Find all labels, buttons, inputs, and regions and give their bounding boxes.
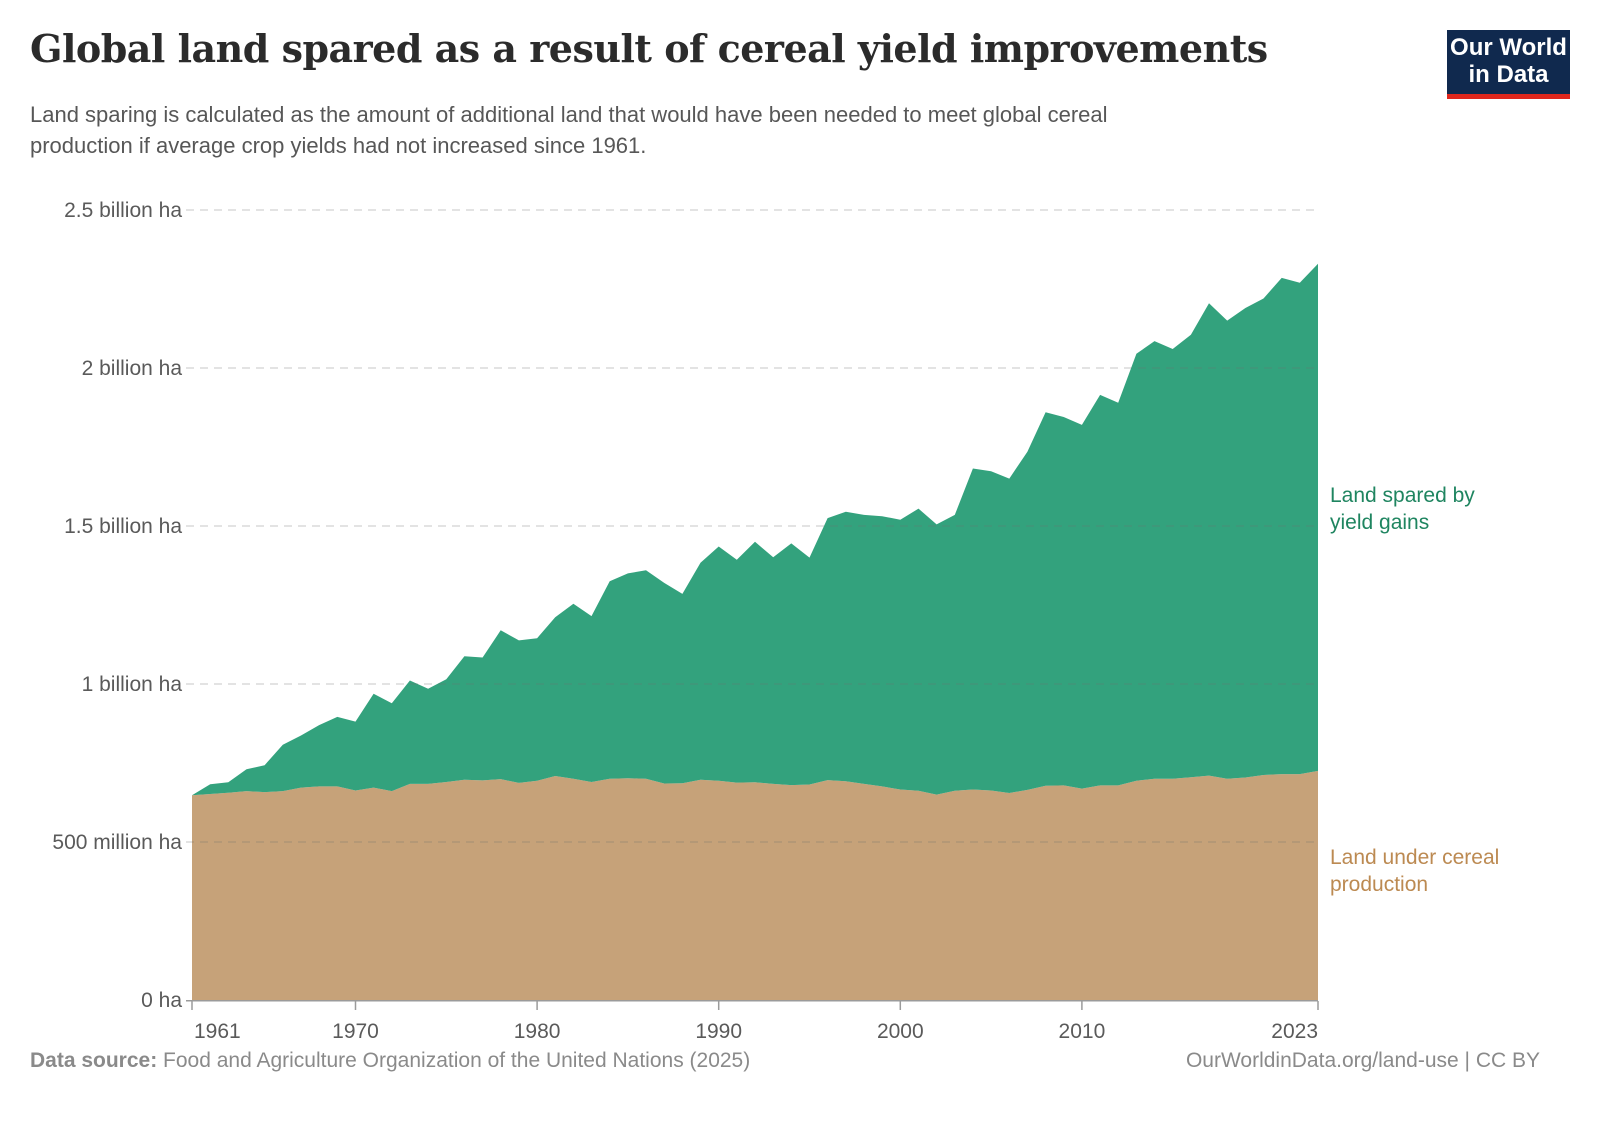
data-source-note: Data source: Food and Agriculture Organi… bbox=[30, 1049, 750, 1073]
y-tick-label-1: 1 billion ha bbox=[82, 673, 183, 696]
data-source-text: Food and Agriculture Organization of the… bbox=[157, 1049, 751, 1072]
y-tick-label-1.5: 1.5 billion ha bbox=[64, 515, 182, 538]
x-tick-label-1990: 1990 bbox=[695, 1020, 742, 1043]
owid-url-license-link[interactable]: OurWorldinData.org/land-use | CC BY bbox=[1185, 1049, 1540, 1072]
x-tick-label-1970: 1970 bbox=[332, 1020, 379, 1043]
series-label-land-under-cereal: Land under cereal production bbox=[1330, 844, 1499, 898]
y-tick-label-0: 0 ha bbox=[141, 989, 182, 1012]
series-label-land-under-cereal-line1: Land under cereal bbox=[1330, 846, 1500, 869]
owid-logo-line1: Our World bbox=[1450, 34, 1567, 61]
chart-footer: Data source: Food and Agriculture Organi… bbox=[30, 1049, 1540, 1073]
data-source-label: Data source: bbox=[30, 1049, 158, 1072]
series-label-land-under-cereal-line2: production bbox=[1330, 873, 1429, 896]
series-label-land-spared-line2: yield gains bbox=[1330, 511, 1430, 534]
area-land-spared-by-yield-gains[interactable] bbox=[192, 263, 1318, 796]
chart-canvas: 1961 1970 1980 1990 2000 2010 2023 0 ha 500 mill… bbox=[52, 199, 1319, 1043]
x-tick-label-2010: 2010 bbox=[1059, 1020, 1106, 1043]
page-title: Global land spared as a result of cereal… bbox=[30, 26, 1268, 71]
y-tick-label-0.5: 500 million ha bbox=[52, 831, 182, 854]
chart-subtitle-line2: production if average crop yields had no… bbox=[30, 133, 647, 158]
series-label-land-spared-line1: Land spared by bbox=[1330, 484, 1475, 507]
y-tick-label-2: 2 billion ha bbox=[82, 357, 183, 380]
owid-logo[interactable]: Our World in Data bbox=[1447, 30, 1570, 99]
series-label-land-spared: Land spared by yield gains bbox=[1330, 482, 1475, 536]
x-tick-label-2000: 2000 bbox=[877, 1020, 924, 1043]
owid-logo-line2: in Data bbox=[1468, 61, 1549, 88]
chart-subtitle-line1: Land sparing is calculated as the amount… bbox=[30, 102, 1108, 127]
x-tick-label-1980: 1980 bbox=[514, 1020, 561, 1043]
x-tick-label-2023: 2023 bbox=[1271, 1020, 1318, 1043]
stacked-area-chart: 1961 1970 1980 1990 2000 2010 2023 0 ha 500 mill… bbox=[52, 199, 1499, 1043]
chart-subtitle: Land sparing is calculated as the amount… bbox=[30, 99, 1108, 161]
y-tick-label-2.5: 2.5 billion ha bbox=[64, 199, 182, 222]
area-land-under-cereal-production[interactable] bbox=[192, 770, 1318, 1000]
x-tick-label-1961: 1961 bbox=[194, 1020, 241, 1043]
